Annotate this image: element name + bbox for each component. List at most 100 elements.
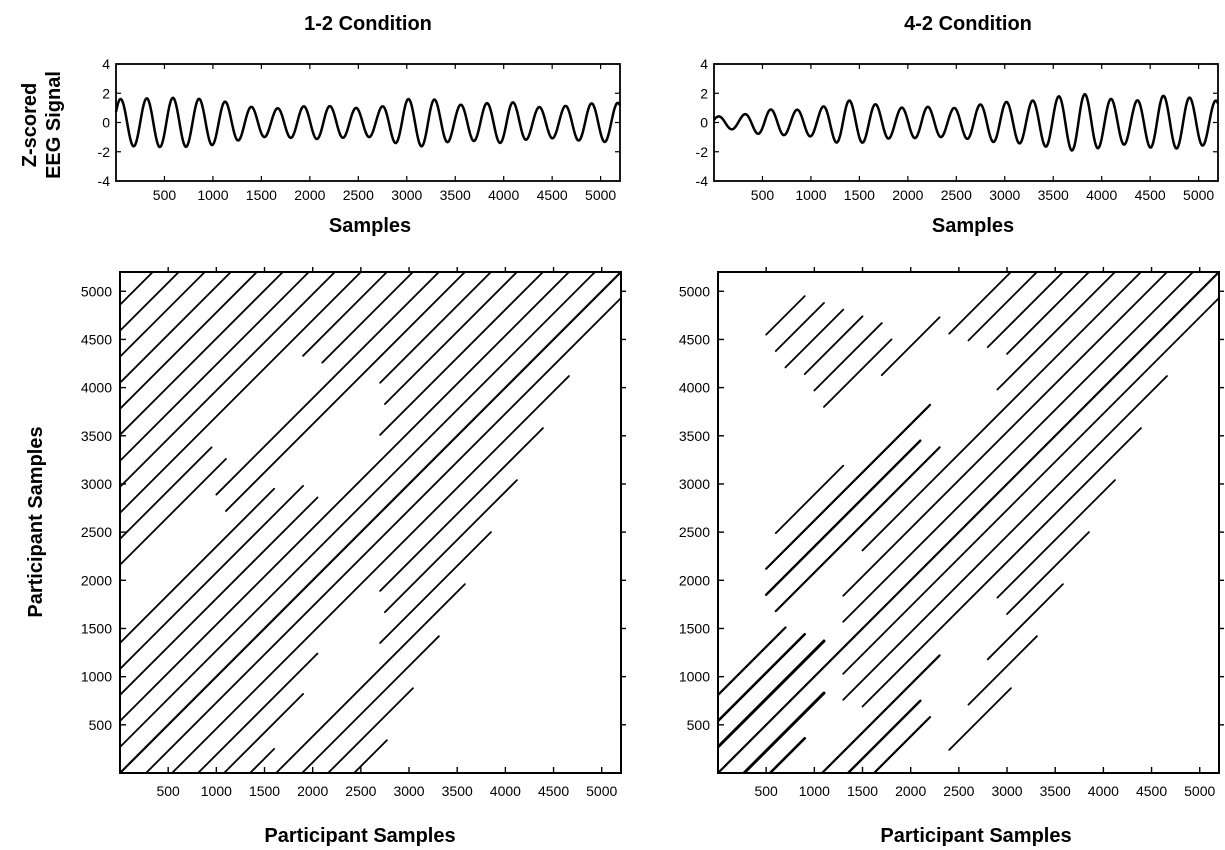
recurrence-line [145,297,621,773]
signal-plot-left: 500 1000 1500 2000 2500 3000 3500 4000 4500 5000 -… [98,56,622,203]
x-tick-label: 4000 [1086,187,1117,203]
x-tick-label: 3000 [991,783,1022,799]
recurrence-line [813,322,883,392]
x-tick-label: 1000 [201,783,232,799]
recurrence-line [120,446,213,540]
y-tick-label: 4000 [679,380,710,396]
recurrence-line [384,479,518,614]
x-tick-label: 4000 [1088,783,1119,799]
recurrence-line [842,272,1194,623]
recurrence-left-xlabel: Participant Samples [264,825,455,847]
recurrence-line [120,484,304,670]
y-tick-label: 0 [700,115,708,131]
x-tick-label: 4000 [488,187,519,203]
x-tick-label: 3500 [1040,783,1071,799]
recurrence-line [718,632,807,723]
recurrence-line [765,295,806,336]
recurrence-line [948,687,1012,751]
y-tick-label: 3000 [679,476,710,492]
signal-plot-right: 500 1000 1500 2000 2500 3000 3500 4000 4500 5000 -… [696,56,1220,203]
recurrence-line [321,272,414,364]
x-tick-label: 1000 [795,187,826,203]
y-tick-label: 4500 [679,331,710,347]
recurrence-line [996,479,1116,599]
y-tick-label: 2500 [81,524,112,540]
y-tick-label: 1000 [81,669,112,685]
y-tick-label: 2 [700,85,708,101]
x-tick-label: 5000 [1183,187,1214,203]
signal-plot-right-frame [713,63,1219,182]
y-tick-label: 500 [89,717,113,733]
recurrence-line [120,458,227,566]
y-tick-label: 4500 [81,331,112,347]
recurrence-line [986,583,1064,661]
recurrence-line [120,272,284,436]
recurrence-line [120,272,180,332]
recurrence-plot-left: 500 1000 1500 2000 2500 3000 3500 4000 4500 5000 5… [81,267,626,799]
recurrence-line [120,487,276,644]
recurrence-line [301,635,440,773]
recurrence-line [120,272,310,462]
y-tick-label: 4 [700,56,708,72]
x-tick-label: 4500 [538,783,569,799]
y-tick-label: 2500 [679,524,710,540]
recurrence-line [774,446,941,613]
recurrence-line [842,272,1168,597]
recurrence-line [861,272,1142,552]
recurrence-line [120,272,258,410]
signal-ylabel-line2: EEG Signal [43,71,65,179]
x-tick-label: 1000 [197,187,228,203]
x-tick-label: 500 [754,783,778,799]
x-tick-label: 4500 [1135,187,1166,203]
recurrence-line [197,652,319,773]
y-tick-label: 0 [102,115,110,131]
signal-line-right [713,93,1220,152]
recurrence-line [120,272,570,722]
x-tick-label: 1000 [799,783,830,799]
recurrence-line [120,272,154,306]
y-tick-label: 3000 [81,476,112,492]
y-tick-label: 3500 [679,428,710,444]
recurrence-ylabel: Participant Samples [25,426,47,617]
recurrence-plot-left-lines [120,272,621,773]
recurrence-plot-left-frame [119,271,622,774]
recurrence-line [120,272,362,514]
x-tick-label: 4000 [490,783,521,799]
recurrence-line [948,272,1012,335]
y-tick-label: -4 [98,173,111,189]
y-tick-label: 5000 [679,283,710,299]
recurrence-line [842,297,1219,675]
recurrence-line [764,439,922,596]
recurrence-plot-right: 500 1000 1500 2000 2500 3000 3500 4000 4500 5000 5… [679,267,1224,799]
signal-plot-left-ticks: 500 1000 1500 2000 2500 3000 3500 4000 4500 5000 -… [98,56,620,203]
signal-plot-right-ticks: 500 1000 1500 2000 2500 3000 3500 4000 4500 5000 -… [696,56,1218,203]
x-tick-label: 2500 [943,783,974,799]
x-tick-label: 2000 [892,187,923,203]
recurrence-line [215,272,440,496]
x-tick-label: 3000 [393,783,424,799]
x-tick-label: 4500 [1136,783,1167,799]
y-tick-label: 500 [687,717,711,733]
recurrence-plot-left-ticks: 500 1000 1500 2000 2500 3000 3500 4000 4500 5000 5… [81,267,626,799]
recurrence-line [249,748,276,773]
recurrence-line [1006,272,1090,355]
recurrence-plot-right-lines [718,272,1219,773]
x-tick-label: 5000 [586,783,617,799]
y-tick-label: 1000 [679,669,710,685]
recurrence-line [379,427,544,592]
recurrence-line [223,693,304,773]
recurrence-line [225,272,466,512]
y-tick-label: -2 [98,144,111,160]
recurrence-line [120,496,319,696]
x-tick-label: 2000 [895,783,926,799]
recurrence-line [774,464,845,534]
y-tick-label: -4 [696,173,709,189]
recurrence-line [379,272,492,384]
x-tick-label: 3500 [442,783,473,799]
recurrence-line [1006,531,1090,615]
recurrence-line [986,272,1064,349]
x-tick-label: 3500 [1038,187,1069,203]
x-tick-label: 2500 [941,187,972,203]
recurrence-line [996,272,1116,391]
